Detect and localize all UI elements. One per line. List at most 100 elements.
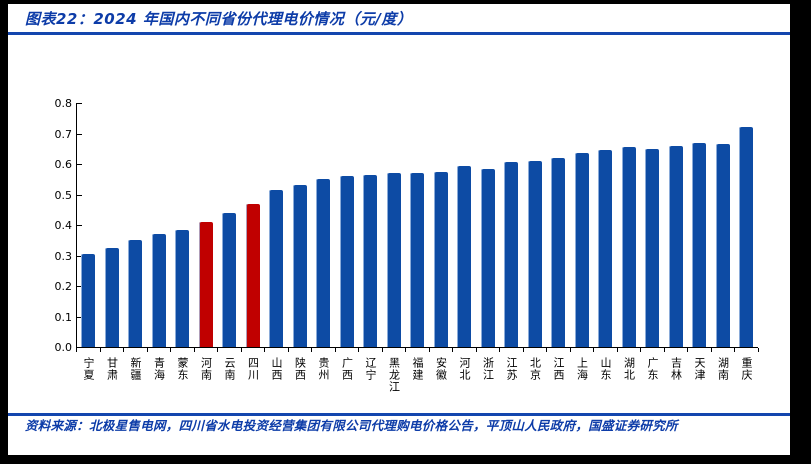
x-axis-label-贵州: 贵州	[317, 357, 330, 381]
x-axis-label-广东: 广东	[646, 357, 659, 381]
y-axis-tick-label: 0.3	[54, 249, 73, 263]
x-axis-tick	[193, 348, 195, 352]
y-axis-tick-label: 0.4	[54, 219, 73, 232]
x-axis-label-北京: 北京	[528, 357, 542, 381]
bar-山东	[598, 150, 612, 347]
x-axis-label-天津: 天津	[693, 357, 706, 381]
x-axis-tick	[311, 348, 313, 352]
x-axis-tick	[123, 348, 125, 352]
x-axis-tick	[170, 348, 172, 352]
x-axis-tick	[616, 348, 618, 352]
x-axis-label-新疆: 新疆	[129, 357, 142, 381]
bar-甘肃	[104, 247, 119, 347]
x-axis-tick	[405, 348, 407, 352]
bar-山西	[269, 189, 283, 347]
y-axis-tick	[77, 133, 82, 135]
y-axis-tick	[77, 103, 82, 104]
y-axis-tick	[77, 316, 82, 318]
bar-chart: 0.0 0.1 0.2 0.3 0.4 0.5 0.6 0.7 0.8 宁夏 甘肃 新疆 青海 蒙东 河南云…	[8, 4, 790, 414]
y-axis-tick	[77, 255, 82, 257]
x-axis-tick	[287, 348, 289, 352]
x-axis-tick	[734, 348, 736, 352]
y-axis-tick	[77, 225, 82, 226]
y-axis-tick-label: 0.5	[54, 188, 73, 202]
x-axis-tick	[358, 348, 360, 352]
bar-浙江	[480, 168, 495, 347]
bar-重庆	[739, 127, 753, 347]
x-axis-tick	[240, 348, 242, 352]
x-axis-label-山东: 山东	[599, 357, 612, 381]
bar-青海	[151, 234, 166, 347]
y-axis-tick-label: 0.1	[54, 310, 73, 324]
x-axis-tick	[710, 348, 712, 352]
x-axis-label-四川: 四川	[246, 357, 260, 381]
x-axis-tick	[217, 348, 219, 352]
x-axis-label-浙江: 浙江	[481, 357, 495, 381]
bar-陕西	[292, 185, 307, 347]
bar-福建	[410, 173, 424, 347]
x-axis-tick	[428, 348, 430, 352]
x-axis-label-青海: 青海	[152, 357, 166, 381]
bar-蒙东	[175, 229, 189, 347]
x-axis-label-辽宁: 辽宁	[364, 357, 377, 381]
x-axis-tick	[475, 348, 477, 352]
bar-天津	[692, 142, 706, 347]
y-axis-tick	[77, 164, 82, 165]
x-axis-label-重庆: 重庆	[740, 357, 753, 381]
title-divider	[8, 32, 790, 35]
y-axis	[76, 103, 77, 348]
y-axis-tick	[77, 194, 82, 196]
x-axis-tick	[522, 348, 524, 352]
x-axis-tick	[757, 348, 759, 352]
bar-新疆	[128, 240, 142, 347]
x-axis-label-陕西: 陕西	[293, 357, 307, 381]
x-axis-tick	[99, 348, 101, 352]
x-axis	[76, 347, 758, 348]
x-axis-label-甘肃: 甘肃	[105, 357, 119, 381]
bar-辽宁	[363, 174, 377, 347]
x-axis-tick	[452, 348, 454, 352]
x-axis-tick	[640, 348, 642, 352]
bar-湖南	[715, 144, 730, 347]
bar-上海	[574, 153, 589, 347]
bar-四川	[245, 203, 260, 347]
x-axis-label-河北: 河北	[458, 357, 471, 381]
x-axis-tick	[146, 348, 148, 352]
x-axis-label-江西: 江西	[552, 357, 565, 381]
x-axis-label-山西: 山西	[270, 357, 283, 381]
x-axis-label-蒙东: 蒙东	[176, 357, 189, 381]
bar-吉林	[668, 145, 683, 347]
bar-江西	[551, 157, 565, 347]
bar-云南	[222, 212, 236, 347]
x-axis-label-上海: 上海	[575, 357, 589, 381]
bar-广西	[339, 176, 354, 347]
y-axis-tick-label: 0.7	[54, 127, 73, 141]
bar-江苏	[504, 162, 518, 347]
x-axis-label-河南: 河南	[199, 357, 213, 381]
x-axis-label-广西: 广西	[340, 357, 354, 381]
x-axis-tick	[593, 348, 595, 352]
bar-北京	[527, 160, 542, 347]
x-axis-label-江苏: 江苏	[505, 357, 518, 381]
x-axis-label-湖南: 湖南	[716, 357, 730, 381]
x-axis-label-宁夏: 宁夏	[82, 357, 95, 381]
x-axis-tick	[663, 348, 665, 352]
x-axis-label-湖北: 湖北	[622, 357, 636, 381]
y-axis-tick	[77, 286, 82, 287]
bar-河北	[457, 165, 471, 347]
y-axis-tick-label: 0.8	[54, 97, 73, 110]
x-axis-tick	[569, 348, 571, 352]
x-axis-tick	[76, 348, 78, 352]
source-note: 资料来源：北极星售电网，四川省水电投资经营集团有限公司代理购电价格公告，平顶山人…	[25, 418, 678, 433]
bar-黑龙江	[386, 173, 401, 347]
x-axis-label-云南: 云南	[223, 357, 236, 381]
x-axis-tick	[546, 348, 548, 352]
y-axis-tick	[77, 347, 82, 348]
bar-湖北	[621, 147, 636, 347]
x-axis-tick	[381, 348, 383, 352]
x-axis-label-安徽: 安徽	[434, 357, 448, 381]
figure-title: 图表22：2024 年国内不同省份代理电价情况（元/度）	[25, 10, 413, 28]
x-axis-tick	[687, 348, 689, 352]
bar-安徽	[433, 171, 448, 347]
